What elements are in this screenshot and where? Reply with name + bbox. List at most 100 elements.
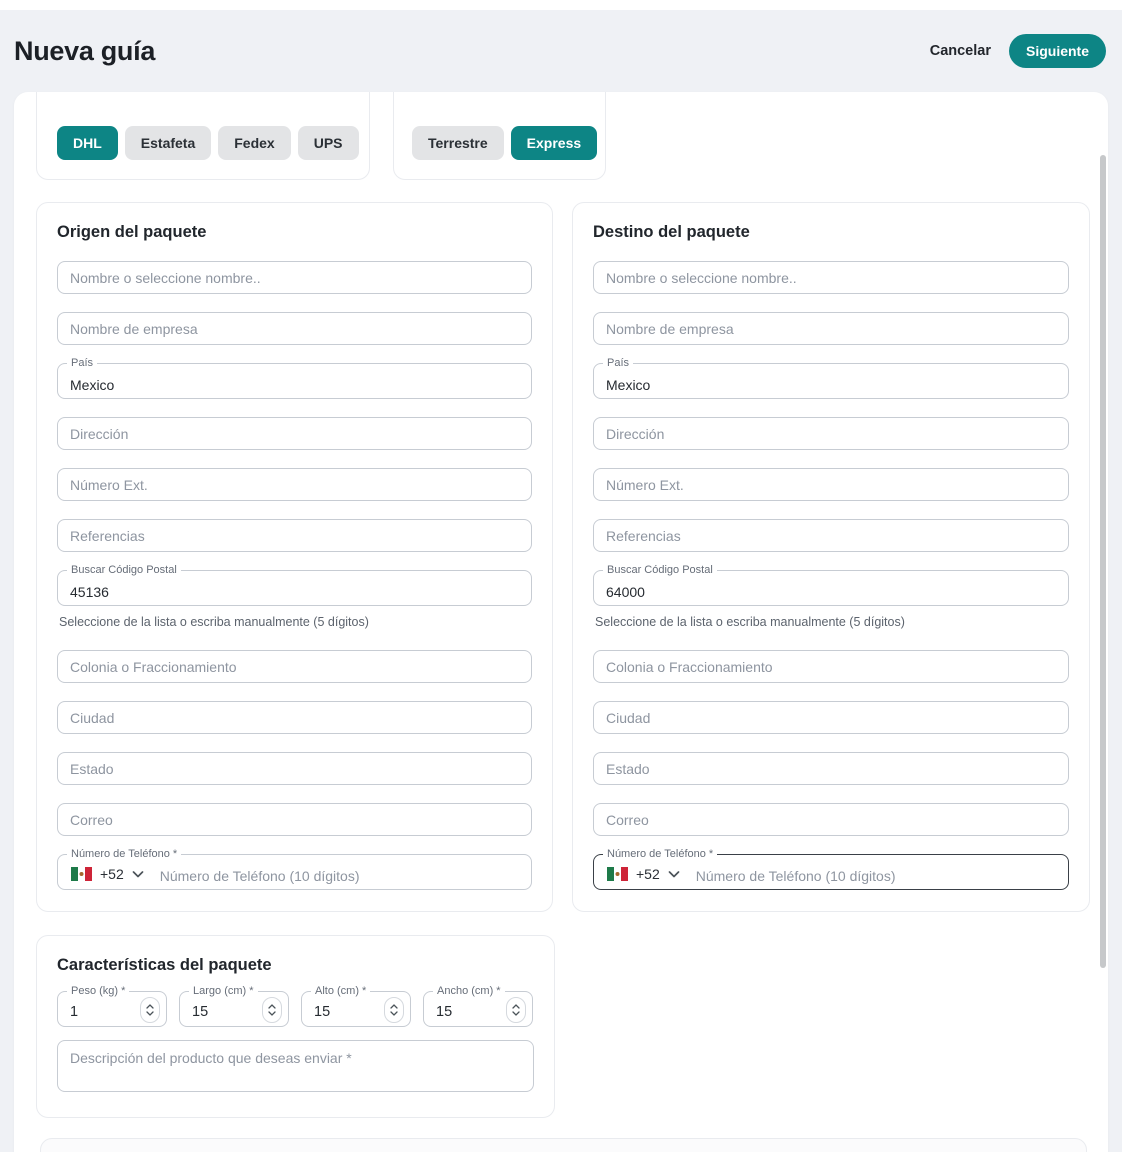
next-section-card	[40, 1138, 1087, 1152]
destination-postal-helper: Seleccione de la lista o escriba manualm…	[595, 615, 905, 629]
destination-state-field[interactable]	[593, 752, 1069, 785]
origin-colonia-field[interactable]	[57, 650, 532, 683]
destination-company-field[interactable]	[593, 312, 1069, 345]
origin-company-input[interactable]	[58, 313, 531, 344]
destination-phone-input[interactable]	[685, 855, 1068, 889]
service-selector-card: Terrestre Express	[393, 92, 606, 180]
destination-dial-code: +52	[636, 866, 660, 882]
package-form-card: Características del paquete Peso (kg) * …	[36, 935, 555, 1118]
weight-stepper[interactable]	[140, 997, 160, 1023]
width-field[interactable]: Ancho (cm) *	[423, 985, 533, 1027]
mexico-flag-icon	[71, 867, 92, 881]
destination-name-field[interactable]	[593, 261, 1069, 294]
destination-postal-field[interactable]: Buscar Código Postal	[593, 564, 1069, 606]
origin-ext-number-field[interactable]	[57, 468, 532, 501]
origin-references-input[interactable]	[58, 520, 531, 551]
description-field[interactable]	[57, 1040, 534, 1092]
origin-city-input[interactable]	[58, 702, 531, 733]
origin-country-label: País	[67, 357, 98, 370]
origin-title: Origen del paquete	[57, 223, 207, 241]
top-white-bar	[0, 0, 1122, 10]
origin-city-field[interactable]	[57, 701, 532, 734]
origin-address-input[interactable]	[58, 418, 531, 449]
service-option-express[interactable]: Express	[510, 126, 598, 160]
origin-colonia-input[interactable]	[58, 651, 531, 682]
destination-colonia-field[interactable]	[593, 650, 1069, 683]
destination-email-input[interactable]	[594, 804, 1068, 835]
destination-country-field[interactable]: País	[593, 357, 1069, 399]
stepper-down-icon	[268, 1011, 276, 1016]
stepper-down-icon	[146, 1011, 154, 1016]
origin-dial-code: +52	[100, 866, 124, 882]
origin-postal-label: Buscar Código Postal	[67, 564, 181, 577]
page-title: Nueva guía	[14, 35, 156, 66]
chevron-down-icon	[132, 870, 144, 877]
carrier-option-estafeta[interactable]: Estafeta	[124, 126, 212, 160]
carrier-option-dhl[interactable]: DHL	[57, 126, 118, 160]
chevron-down-icon	[668, 870, 680, 877]
destination-form-card: Destino del paquete País Buscar Código P…	[572, 202, 1090, 912]
origin-email-field[interactable]	[57, 803, 532, 836]
scrollbar-thumb[interactable]	[1100, 155, 1106, 968]
origin-email-input[interactable]	[58, 804, 531, 835]
mexico-flag-icon	[607, 867, 628, 881]
length-stepper[interactable]	[262, 997, 282, 1023]
origin-country-input[interactable]	[58, 364, 531, 398]
carrier-option-ups[interactable]: UPS	[297, 126, 359, 160]
destination-name-input[interactable]	[594, 262, 1068, 293]
destination-colonia-input[interactable]	[594, 651, 1068, 682]
description-textarea[interactable]	[58, 1041, 533, 1091]
destination-state-input[interactable]	[594, 753, 1068, 784]
width-stepper[interactable]	[506, 997, 526, 1023]
destination-references-field[interactable]	[593, 519, 1069, 552]
package-dimensions-row: Peso (kg) * Largo (cm) * Alto (cm) *	[57, 985, 534, 1027]
destination-phone-field[interactable]: Número de Teléfono * +52	[593, 848, 1069, 890]
destination-ext-number-input[interactable]	[594, 469, 1068, 500]
origin-references-field[interactable]	[57, 519, 532, 552]
origin-address-field[interactable]	[57, 417, 532, 450]
origin-state-field[interactable]	[57, 752, 532, 785]
destination-address-input[interactable]	[594, 418, 1068, 449]
destination-postal-label: Buscar Código Postal	[603, 564, 717, 577]
destination-ext-number-field[interactable]	[593, 468, 1069, 501]
origin-name-field[interactable]	[57, 261, 532, 294]
origin-company-field[interactable]	[57, 312, 532, 345]
height-label: Alto (cm) *	[311, 985, 371, 998]
stepper-up-icon	[268, 1004, 276, 1009]
weight-label: Peso (kg) *	[67, 985, 130, 998]
height-stepper[interactable]	[384, 997, 404, 1023]
origin-country-field[interactable]: País	[57, 357, 532, 399]
origin-phone-field[interactable]: Número de Teléfono * +52	[57, 848, 532, 890]
service-option-terrestre[interactable]: Terrestre	[412, 126, 504, 160]
origin-phone-label: Número de Teléfono *	[67, 848, 182, 861]
cancel-button[interactable]: Cancelar	[929, 43, 991, 59]
origin-postal-helper: Seleccione de la lista o escriba manualm…	[59, 615, 369, 629]
destination-references-input[interactable]	[594, 520, 1068, 551]
destination-country-input[interactable]	[594, 364, 1068, 398]
destination-city-input[interactable]	[594, 702, 1068, 733]
header-actions: Cancelar Siguiente	[930, 34, 1106, 68]
destination-address-field[interactable]	[593, 417, 1069, 450]
destination-phone-label: Número de Teléfono *	[603, 848, 718, 861]
origin-dial-code-selector[interactable]: +52	[58, 862, 150, 882]
origin-postal-field[interactable]: Buscar Código Postal	[57, 564, 532, 606]
width-label: Ancho (cm) *	[433, 985, 505, 998]
origin-name-input[interactable]	[58, 262, 531, 293]
origin-state-input[interactable]	[58, 753, 531, 784]
package-title: Características del paquete	[57, 956, 272, 974]
origin-phone-input[interactable]	[149, 855, 531, 889]
length-field[interactable]: Largo (cm) *	[179, 985, 289, 1027]
destination-city-field[interactable]	[593, 701, 1069, 734]
destination-email-field[interactable]	[593, 803, 1069, 836]
length-label: Largo (cm) *	[189, 985, 258, 998]
destination-company-input[interactable]	[594, 313, 1068, 344]
carrier-selector-card: DHL Estafeta Fedex UPS	[36, 92, 370, 180]
next-button[interactable]: Siguiente	[1008, 34, 1106, 68]
height-field[interactable]: Alto (cm) *	[301, 985, 411, 1027]
destination-dial-code-selector[interactable]: +52	[594, 862, 686, 882]
origin-ext-number-input[interactable]	[58, 469, 531, 500]
stepper-up-icon	[146, 1004, 154, 1009]
carrier-option-fedex[interactable]: Fedex	[218, 126, 291, 160]
origin-form-card: Origen del paquete País Buscar Código Po…	[36, 202, 553, 912]
weight-field[interactable]: Peso (kg) *	[57, 985, 167, 1027]
